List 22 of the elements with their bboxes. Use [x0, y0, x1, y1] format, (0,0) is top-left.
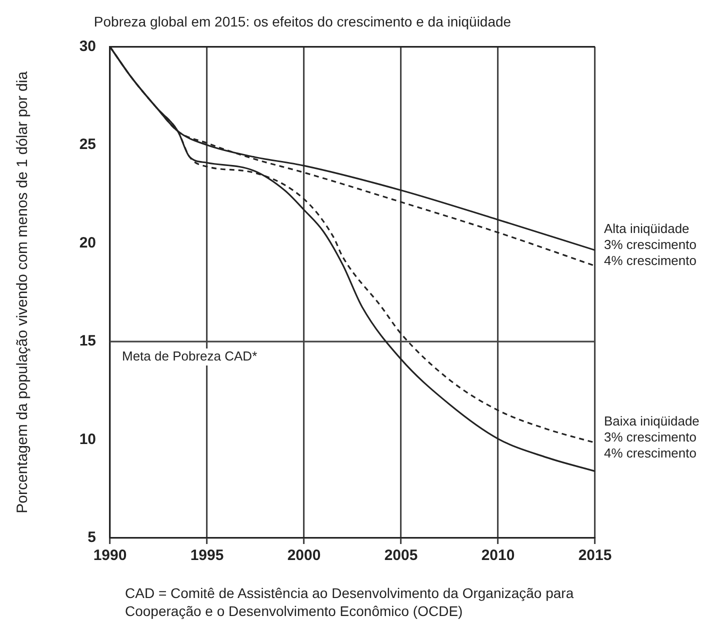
- annotation: Alta iniqüidade: [604, 220, 690, 236]
- y-tick-label: 25: [79, 136, 96, 154]
- text: CAD = Comitê de Assistência ao Desenvolvimento da Organização para Cooperação e o Desenvolvimento Econômico (OCDE): [125, 584, 575, 620]
- series-label: 3% crescimento: [604, 236, 696, 252]
- x-tick-label: 2015: [578, 547, 612, 564]
- chart-title: Pobreza global em 2015: os efeitos do crescimento e da iniqüidade: [94, 13, 512, 30]
- x-tick-label: 2005: [384, 547, 418, 564]
- series-label: 4% crescimento: [604, 252, 696, 268]
- x-tick-label: 1990: [93, 547, 127, 564]
- y-tick-label: 10: [79, 430, 96, 448]
- x-tick-label: 2000: [287, 547, 321, 564]
- y-axis-title: Porcentagem da população vivendo com menos de 1 dólar por dia: [14, 70, 32, 514]
- x-tick-label: 2010: [481, 547, 515, 564]
- series-label: 3% crescimento: [604, 429, 696, 444]
- x-tick-label: 1995: [190, 547, 224, 564]
- y-tick-label: 20: [79, 234, 96, 252]
- series-label: 4% crescimento: [604, 445, 696, 460]
- ref-line-label: Meta de Pobreza CAD*: [122, 348, 258, 364]
- annotation: Baixa iniqüidade: [604, 413, 700, 428]
- y-tick-label: 5: [88, 529, 96, 546]
- y-tick-label: 15: [79, 332, 96, 350]
- y-tick-label: 30: [79, 38, 96, 55]
